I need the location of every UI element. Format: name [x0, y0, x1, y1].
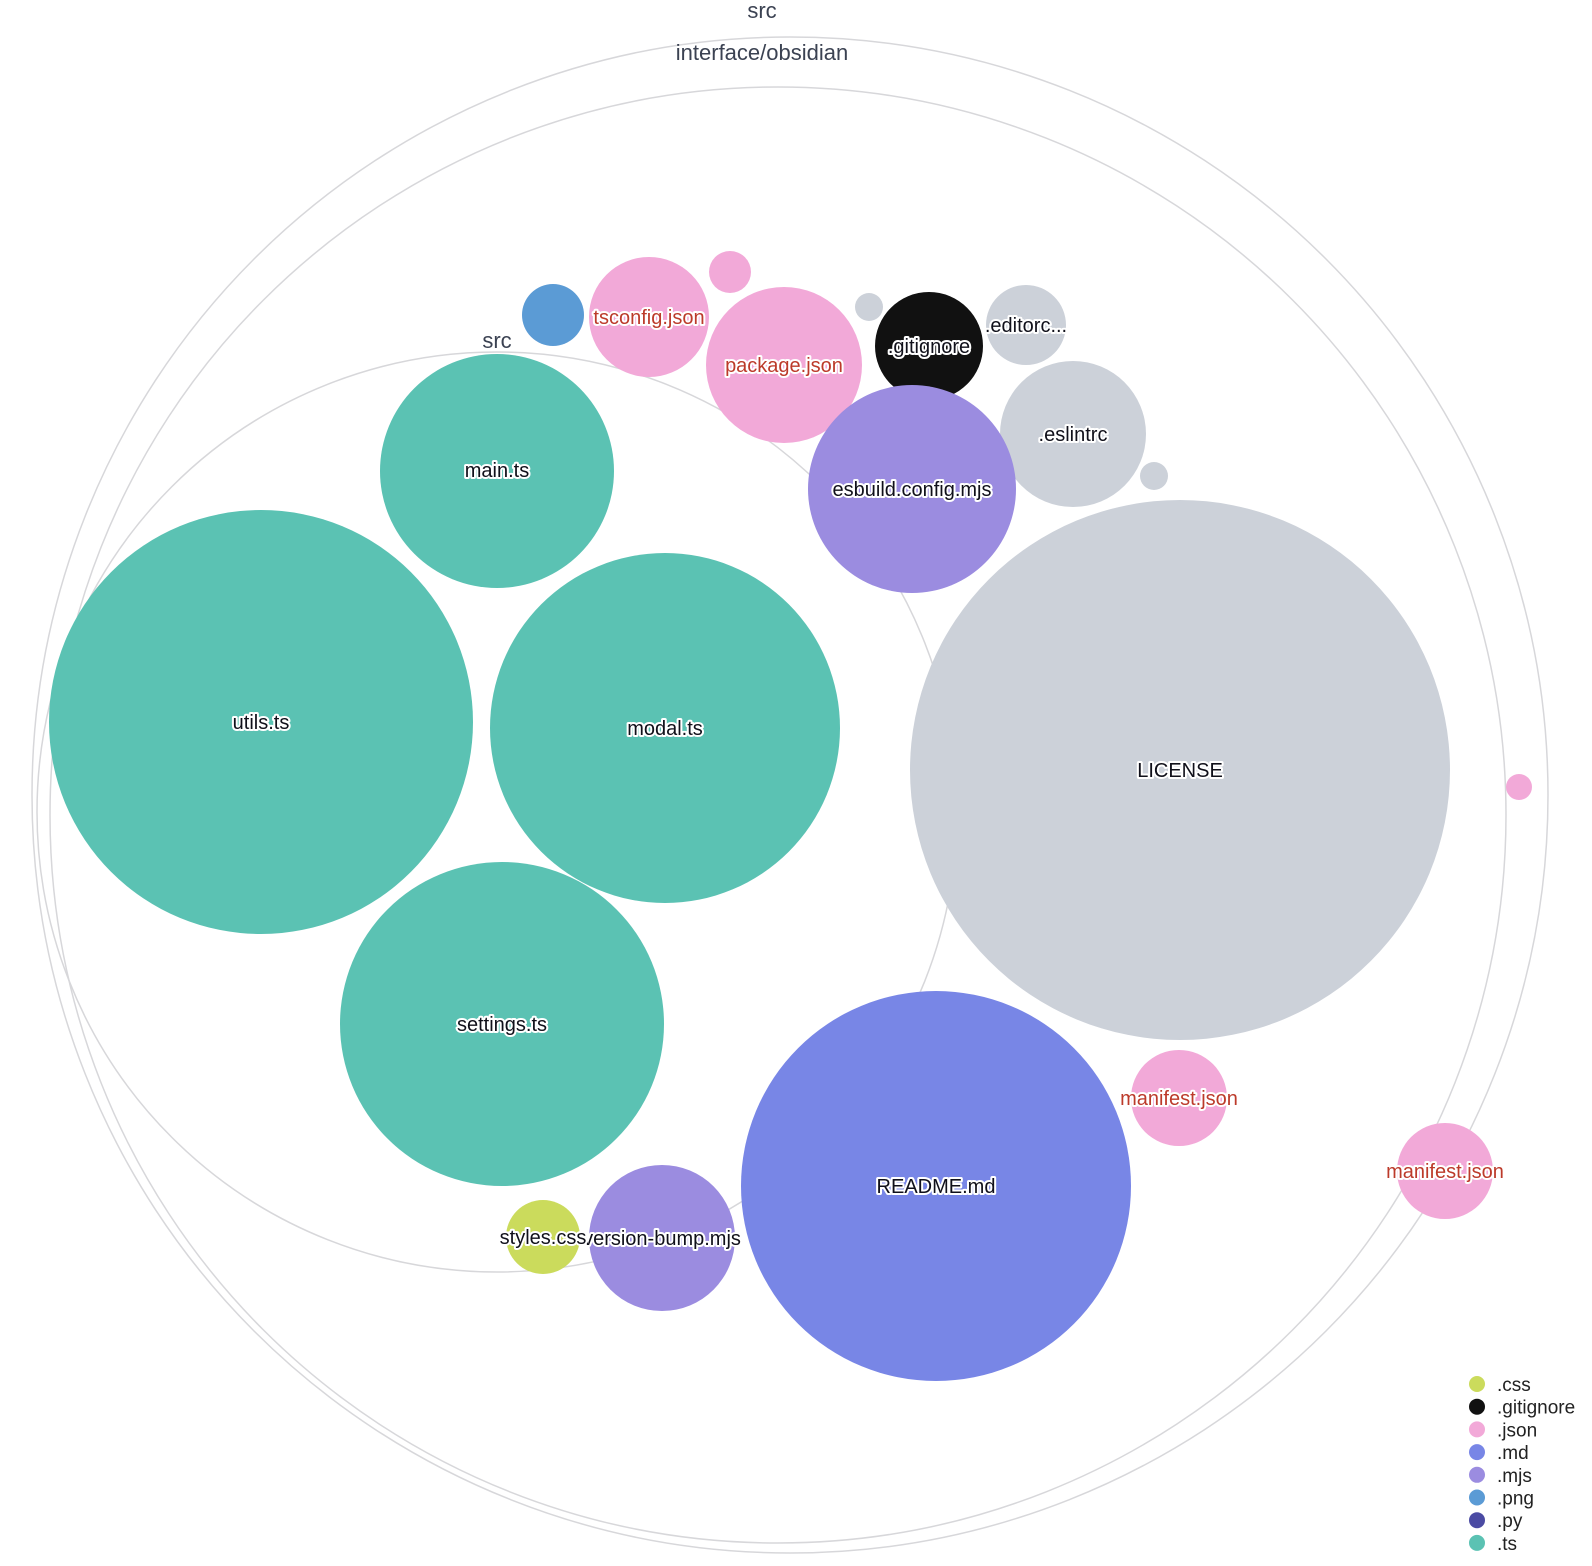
svg-text:LICENSE: LICENSE — [1137, 760, 1223, 782]
svg-text:manifest.json: manifest.json — [1386, 1161, 1504, 1183]
svg-text:.css: .css — [1497, 1375, 1531, 1396]
svg-text:package.json: package.json — [725, 355, 843, 377]
svg-text:manifest.json: manifest.json — [1120, 1088, 1238, 1110]
svg-text:modal.ts: modal.ts — [627, 718, 703, 740]
svg-text:.ts: .ts — [1497, 1534, 1517, 1555]
svg-text:version-bump.mjs: version-bump.mjs — [583, 1228, 741, 1250]
svg-text:.editorc...: .editorc... — [985, 315, 1067, 337]
svg-text:.py: .py — [1497, 1511, 1523, 1532]
svg-text:settings.ts: settings.ts — [457, 1014, 547, 1036]
svg-text:README.md: README.md — [877, 1176, 996, 1198]
svg-text:utils.ts: utils.ts — [233, 712, 290, 734]
svg-text:.eslintrc: .eslintrc — [1039, 424, 1108, 446]
svg-text:.md: .md — [1497, 1443, 1529, 1464]
svg-text:esbuild.config.mjs: esbuild.config.mjs — [833, 479, 992, 501]
svg-text:.json: .json — [1497, 1420, 1537, 1441]
svg-text:.png: .png — [1497, 1489, 1534, 1510]
svg-text:main.ts: main.ts — [465, 460, 529, 482]
svg-text:.mjs: .mjs — [1497, 1466, 1532, 1487]
svg-text:styles.css: styles.css — [500, 1227, 587, 1249]
svg-text:src: src — [747, 0, 776, 23]
svg-text:.gitignore: .gitignore — [1497, 1398, 1575, 1419]
svg-text:tsconfig.json: tsconfig.json — [593, 307, 704, 329]
svg-text:src: src — [482, 328, 511, 353]
svg-text:.gitignore: .gitignore — [888, 336, 970, 358]
svg-text:interface/obsidian: interface/obsidian — [676, 40, 848, 65]
